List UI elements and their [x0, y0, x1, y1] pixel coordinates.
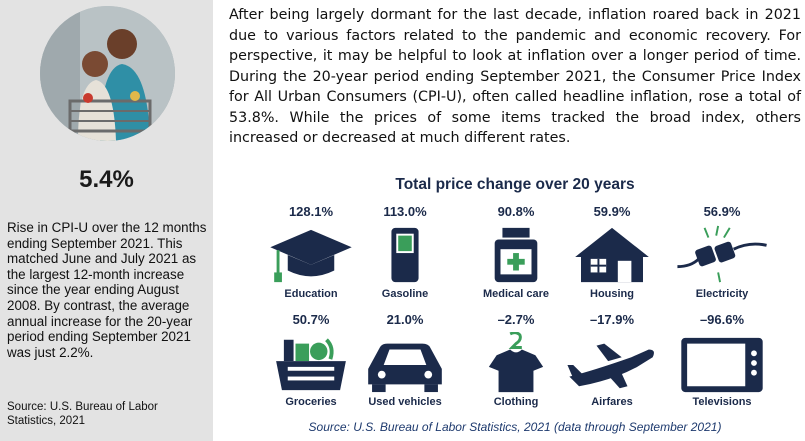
medicine-bottle-icon — [494, 227, 538, 283]
sidebar-source: Source: U.S. Bureau of Labor Statistics,… — [7, 401, 158, 427]
price-tile-used-vehicles: 21.0% Used vehicles — [350, 312, 460, 408]
price-change-value: 59.9% — [593, 204, 631, 219]
category-label: Clothing — [493, 396, 539, 408]
price-change-value: 50.7% — [292, 312, 330, 327]
house-icon — [575, 227, 649, 283]
graduation-cap-icon — [270, 229, 352, 283]
price-change-value: 21.0% — [386, 312, 424, 327]
category-label: Electricity — [695, 288, 749, 300]
price-tile-airfares: –17.9% Airfares — [557, 312, 667, 408]
category-label: Gasoline — [381, 288, 429, 300]
category-label: Airfares — [591, 396, 633, 408]
car-icon — [368, 343, 442, 393]
category-label: Medical care — [482, 288, 550, 300]
category-label: Housing — [590, 288, 634, 300]
sidebar-description: Rise in CPI-U over the 12 months ending … — [7, 220, 207, 360]
intro-paragraph: After being largely dormant for the last… — [229, 7, 801, 146]
price-tile-medical-care: 90.8% Medical care — [461, 204, 571, 300]
price-change-value: 113.0% — [383, 204, 427, 219]
price-tile-electricity: 56.9% Electricity — [667, 204, 777, 300]
shirt-icon — [488, 332, 544, 393]
chart-source: Source: U.S. Bureau of Labor Statistics,… — [308, 420, 722, 434]
television-icon — [681, 337, 763, 393]
grocery-basket-icon — [276, 338, 346, 391]
price-tile-housing: 59.9% Housing — [557, 204, 667, 300]
price-change-value: –17.9% — [589, 312, 635, 327]
sidebar-panel: 5.4% Rise in CPI-U over the 12 months en… — [0, 0, 213, 441]
price-change-value: 56.9% — [703, 204, 741, 219]
chart-title: Total price change over 20 years — [395, 176, 635, 193]
price-tile-education: 128.1% Education — [256, 204, 366, 300]
category-label: Groceries — [285, 396, 337, 408]
price-change-value: 128.1% — [288, 204, 334, 219]
price-tile-groceries: 50.7% Groceries — [256, 312, 366, 408]
price-tile-televisions: –96.6% Televisions — [667, 312, 777, 408]
price-tile-clothing: –2.7% Clothing — [461, 312, 571, 408]
price-change-value: –96.6% — [699, 312, 745, 327]
category-label: Televisions — [692, 396, 752, 408]
category-label: Education — [284, 288, 338, 300]
shopping-photo — [40, 6, 175, 141]
price-change-value: –2.7% — [497, 312, 535, 327]
electric-plug-icon — [677, 225, 767, 283]
shopping-photo-illustration — [40, 6, 175, 141]
gas-pump-icon — [391, 227, 419, 283]
cpi-headline-value: 5.4% — [79, 166, 134, 193]
airplane-icon — [567, 343, 654, 389]
price-change-value: 90.8% — [497, 204, 535, 219]
category-label: Used vehicles — [368, 396, 442, 408]
price-tile-gasoline: 113.0% Gasoline — [350, 204, 460, 300]
